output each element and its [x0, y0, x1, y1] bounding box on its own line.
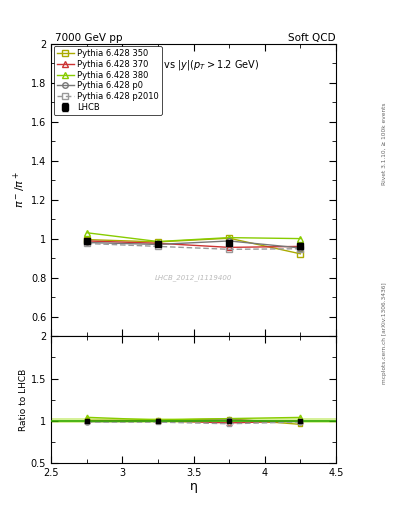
- Y-axis label: $\pi^-/\pi^+$: $\pi^-/\pi^+$: [12, 172, 28, 208]
- X-axis label: η: η: [189, 480, 198, 493]
- Pythia 6.428 p0: [298, 245, 303, 251]
- Line: Pythia 6.428 350: Pythia 6.428 350: [84, 236, 303, 257]
- Text: mcplots.cern.ch [arXiv:1306.3436]: mcplots.cern.ch [arXiv:1306.3436]: [382, 282, 387, 383]
- Line: Pythia 6.428 p2010: Pythia 6.428 p2010: [84, 241, 303, 252]
- Pythia 6.428 350: [298, 251, 303, 257]
- Pythia 6.428 380: [84, 230, 89, 236]
- Pythia 6.428 370: [298, 243, 303, 249]
- Line: Pythia 6.428 370: Pythia 6.428 370: [84, 238, 303, 250]
- Pythia 6.428 370: [227, 244, 231, 250]
- Y-axis label: Ratio to LHCB: Ratio to LHCB: [19, 369, 28, 431]
- Legend: Pythia 6.428 350, Pythia 6.428 370, Pythia 6.428 380, Pythia 6.428 p0, Pythia 6.: Pythia 6.428 350, Pythia 6.428 370, Pyth…: [53, 46, 162, 115]
- Line: Pythia 6.428 p0: Pythia 6.428 p0: [84, 238, 303, 251]
- Pythia 6.428 p2010: [156, 243, 160, 249]
- Pythia 6.428 350: [227, 235, 231, 241]
- Pythia 6.428 p0: [84, 240, 89, 246]
- Pythia 6.428 370: [84, 238, 89, 244]
- Pythia 6.428 p2010: [227, 246, 231, 252]
- Pythia 6.428 350: [84, 237, 89, 243]
- Pythia 6.428 370: [156, 240, 160, 246]
- Bar: [51, 418, 336, 423]
- Text: LHCB_2012_I1119400: LHCB_2012_I1119400: [155, 274, 232, 281]
- Text: $\pi^-/\pi^+$ vs $|y|(p_T > 1.2\ \mathrm{GeV})$: $\pi^-/\pi^+$ vs $|y|(p_T > 1.2\ \mathrm…: [127, 58, 260, 73]
- Pythia 6.428 p2010: [84, 241, 89, 247]
- Pythia 6.428 350: [156, 239, 160, 245]
- Pythia 6.428 p2010: [298, 246, 303, 252]
- Pythia 6.428 380: [227, 234, 231, 241]
- Line: Pythia 6.428 380: Pythia 6.428 380: [84, 230, 303, 244]
- Pythia 6.428 380: [298, 236, 303, 242]
- Pythia 6.428 p0: [227, 238, 231, 244]
- Pythia 6.428 380: [156, 239, 160, 245]
- Text: 7000 GeV pp: 7000 GeV pp: [55, 33, 123, 44]
- Pythia 6.428 p0: [156, 241, 160, 247]
- Text: Rivet 3.1.10, ≥ 100k events: Rivet 3.1.10, ≥ 100k events: [382, 102, 387, 185]
- Text: Soft QCD: Soft QCD: [288, 33, 336, 44]
